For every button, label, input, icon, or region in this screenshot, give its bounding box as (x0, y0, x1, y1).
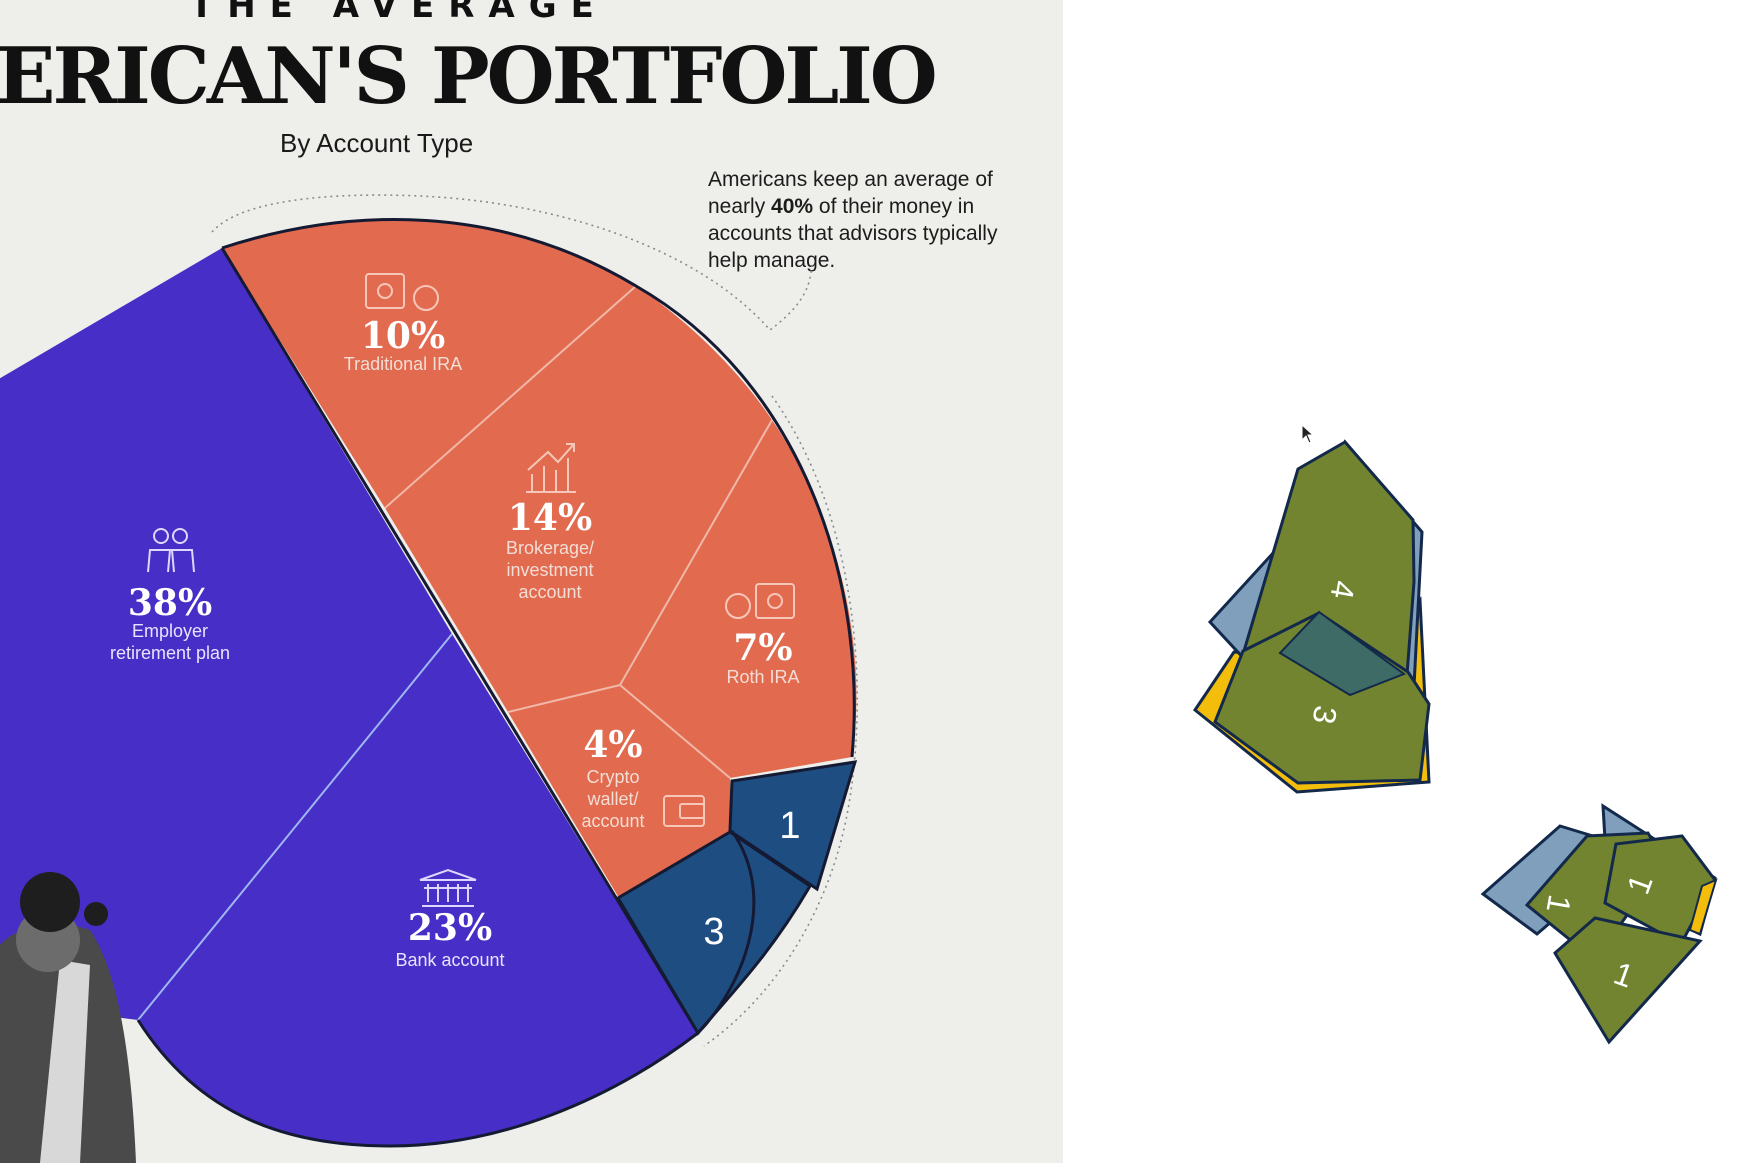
pie-slice-traditional-ira (222, 219, 636, 508)
shape-group-b: 1 1 1 (1480, 803, 1718, 1045)
advised-arc-bracket (703, 395, 858, 1047)
slice-value-traditional-ira: 10% (361, 315, 445, 357)
slice-value-employer-retirement-plan: 38% (128, 582, 212, 624)
callout-highlight: 40% (771, 195, 814, 218)
slice-label-traditional-ira: Traditional IRA (344, 354, 462, 374)
slice-label-crypto-wallet-account-line-2: wallet/ (586, 789, 638, 809)
diameter-line (220, 247, 700, 1034)
callout-line-1: Americans keep an average of (708, 168, 993, 191)
pie-slice-crypto (508, 685, 732, 898)
slice-label-roth-ira: Roth IRA (726, 667, 799, 687)
slice-divider-1 (384, 285, 637, 509)
callout-line-2-pre: nearly (708, 195, 772, 218)
mouse-cursor-icon (1301, 424, 1315, 444)
shape-group-a: 4 3 (1192, 439, 1431, 794)
person-photo (0, 872, 136, 1163)
slice-label-employer-retirement-plan-line-1: Employer (132, 621, 208, 641)
slice-label-bank-account: Bank account (395, 950, 504, 970)
pie-slice-brokerage (385, 286, 772, 712)
slice-value-roth-ira: 7% (733, 627, 792, 669)
slice-label-crypto-wallet-account-line-3: account (581, 811, 644, 831)
slice-divider-2 (619, 419, 773, 686)
slice-value-crypto-wallet-account: 4% (583, 724, 642, 766)
slice-value-brokerage-investment-account: 14% (508, 497, 592, 539)
pie-slice-employer-retirement-plan (0, 248, 452, 1020)
chart-subtitle: By Account Type (280, 128, 474, 158)
slice-label-brokerage-investment-account-line-1: Brokerage/ (506, 538, 594, 558)
bank-icon (419, 868, 477, 907)
shape-label-4: 4 (1324, 578, 1363, 602)
shape-label-3: 3 (1306, 703, 1345, 727)
people-icon (147, 528, 195, 573)
shape-b-olive-3 (1553, 916, 1703, 1045)
page-title: ERICAN'S PORTFOLIO (0, 31, 938, 122)
marker-label-1: 1 (779, 805, 800, 847)
marker-shape-1 (728, 760, 858, 892)
shape-label-1a: 1 (1540, 892, 1579, 916)
slice-label-brokerage-investment-account-line-3: account (518, 582, 581, 602)
shape-b-gold (1688, 878, 1718, 936)
slice-value-bank-account: 23% (408, 907, 492, 949)
slice-divider-5 (137, 633, 453, 1021)
pie-slice-roth-ira (620, 420, 857, 778)
wallet-icon (663, 795, 705, 827)
callout-line-2: nearly 40% of their money in (708, 193, 1028, 220)
slice-label-employer-retirement-plan-line-2: retirement plan (110, 643, 230, 663)
growth-chart-icon (526, 443, 576, 493)
safe-tax-icon (365, 273, 439, 311)
pie-outline (136, 218, 856, 1148)
header-kicker: THE AVERAGE (190, 0, 608, 26)
infographic-panel: THE AVERAGE ERICAN'S PORTFOLIO By Accoun… (0, 0, 1063, 1163)
callout-text: Americans keep an average of nearly 40% … (708, 166, 1028, 274)
slice-divider-4 (619, 684, 731, 779)
shape-a-teal (1278, 610, 1407, 697)
callout-line-4: help manage. (708, 249, 836, 272)
marker-label-3: 3 (703, 911, 724, 953)
callout-line-2-post: of their money in (813, 195, 975, 218)
callout-line-3: accounts that advisors typically (708, 222, 998, 245)
callout-bracket (211, 194, 813, 332)
pie-slice-bank-account (138, 634, 698, 1146)
slice-label-crypto-wallet-account-line-1: Crypto (586, 767, 639, 787)
slice-divider-3 (507, 684, 621, 713)
slice-label-brokerage-investment-account-line-2: investment (506, 560, 593, 580)
tax-safe-icon (725, 583, 795, 619)
